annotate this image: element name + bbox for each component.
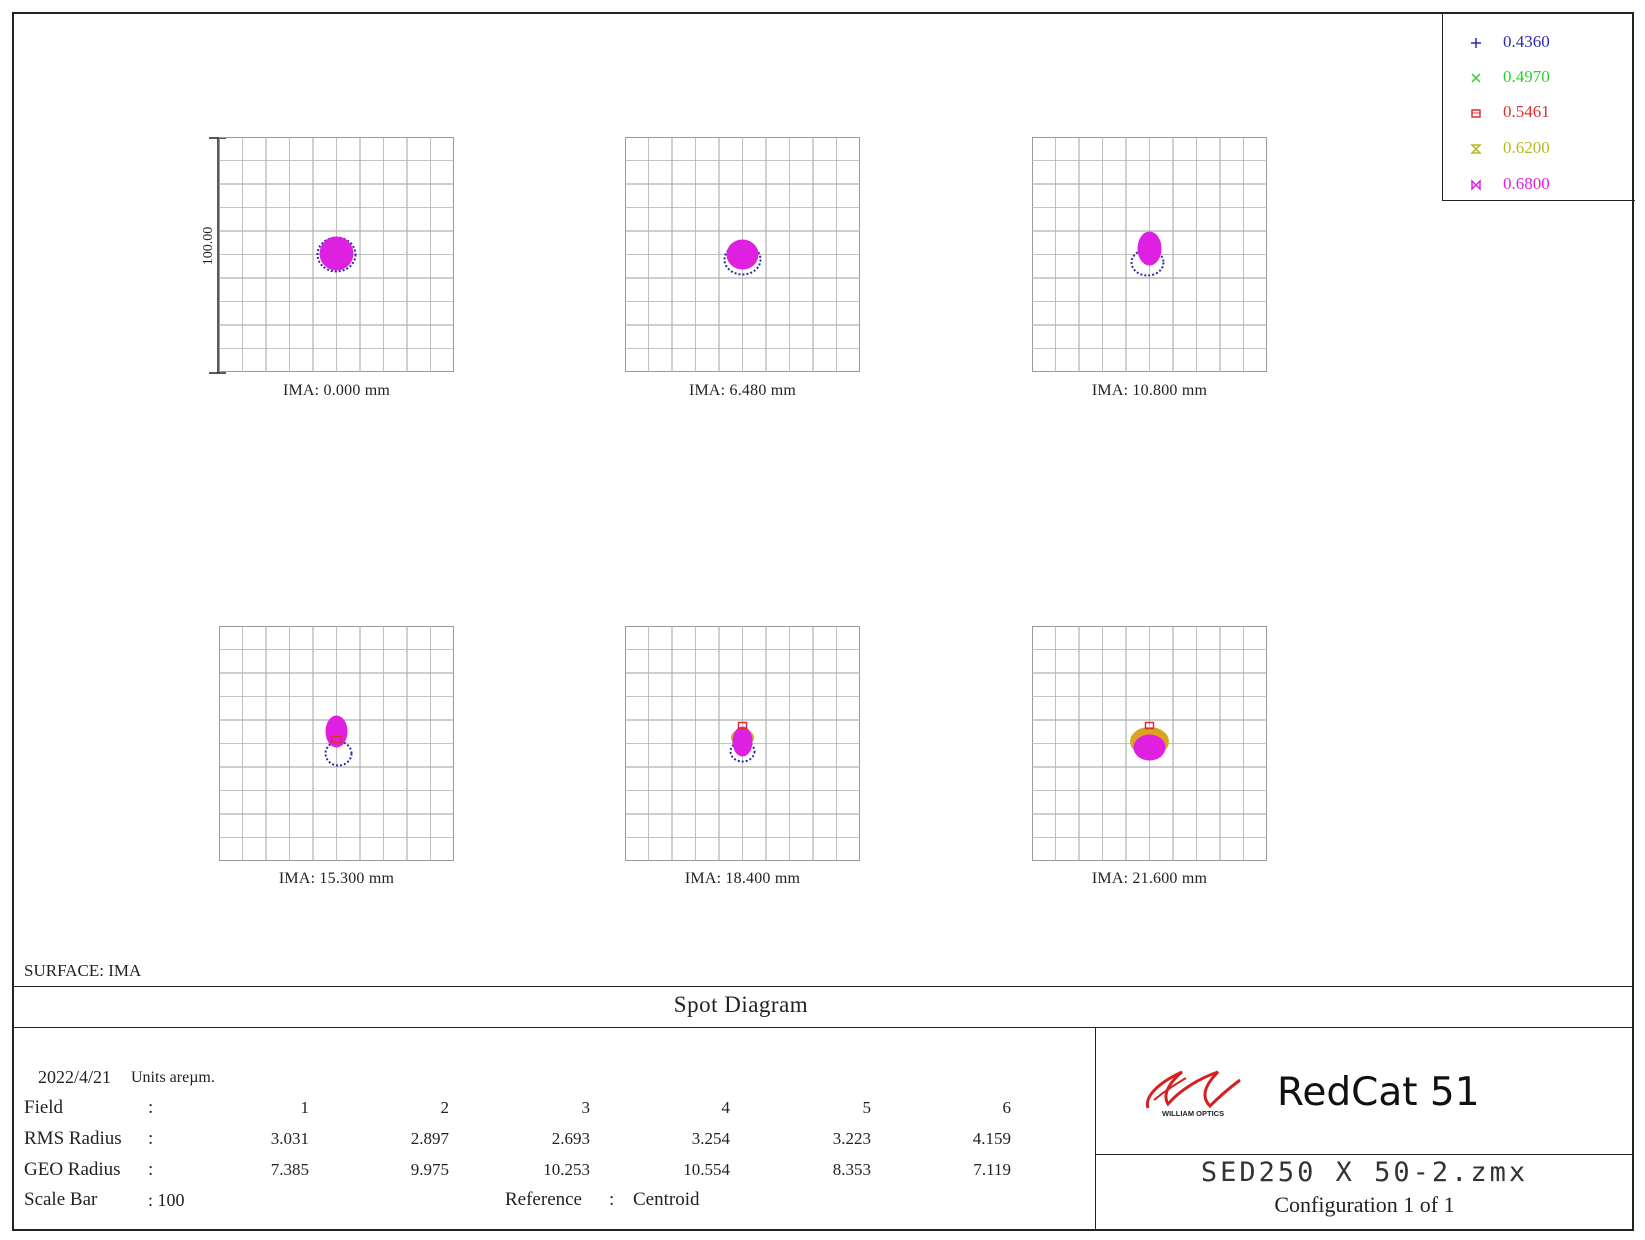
divider <box>1095 1154 1634 1155</box>
spot-panel-field-1 <box>219 137 454 372</box>
spot-plot <box>625 626 860 861</box>
spot-panel-field-5 <box>625 626 860 861</box>
field-value: 2 <box>440 1098 450 1117</box>
product-name: RedCat 51 <box>1277 1070 1480 1115</box>
units-text: Units areµm. <box>131 1069 215 1086</box>
colon: : <box>148 1159 154 1180</box>
divider <box>12 1027 1634 1028</box>
wavelength-legend: 0.4360 0.4970 0.5461 0.6200 0.6800 <box>1442 12 1635 201</box>
spot-panel-field-6 <box>1032 626 1267 861</box>
file-name: SED250 X 50-2.zmx <box>1200 1157 1529 1188</box>
spot-0.6800 <box>319 236 354 271</box>
divider <box>12 986 1634 987</box>
spot-0.5461 <box>1144 721 1155 730</box>
reference-label: Reference <box>505 1189 582 1210</box>
william-optics-logo: WILLIAM OPTICS <box>1145 1070 1241 1118</box>
rms-value: 2.897 <box>410 1129 449 1148</box>
scale-value: : 100 <box>148 1190 185 1210</box>
reference-value: Centroid <box>633 1189 700 1210</box>
spot-0.6800 <box>1133 734 1166 761</box>
spot-panel-field-2 <box>625 137 860 372</box>
surface-label: SURFACE: IMA <box>24 961 142 980</box>
rms-value: 3.223 <box>832 1129 871 1148</box>
field-value: 6 <box>1002 1098 1012 1117</box>
legend-value: 0.5461 <box>1503 102 1550 121</box>
field-row-label: Field <box>24 1097 64 1118</box>
geo-value: 8.353 <box>832 1160 871 1179</box>
legend-value: 0.6200 <box>1503 138 1550 157</box>
configuration-text: Configuration 1 of 1 <box>1274 1192 1455 1217</box>
divider <box>1095 1027 1096 1230</box>
scale-row-label: Scale Bar <box>24 1189 98 1210</box>
page-title: Spot Diagram <box>673 992 809 1017</box>
scale-bar-label: 100.00 <box>201 226 216 266</box>
field-value: 5 <box>862 1098 872 1117</box>
hourglass-marker-icon <box>1470 144 1482 154</box>
spot-plot <box>1032 626 1267 861</box>
spot-0.5461 <box>330 735 343 744</box>
spot-plot <box>219 137 454 372</box>
geo-row-label: GEO Radius <box>24 1159 121 1180</box>
field-value: 4 <box>721 1098 731 1117</box>
geo-value: 7.119 <box>973 1160 1011 1179</box>
panel-label: IMA: 10.800 mm <box>1091 382 1208 399</box>
plus-marker-icon <box>1471 38 1481 48</box>
field-value: 1 <box>300 1098 310 1117</box>
spot-0.4360 <box>729 740 756 763</box>
geo-value: 10.253 <box>543 1160 590 1179</box>
geo-value: 10.554 <box>683 1160 730 1179</box>
spot-plot <box>1032 137 1267 372</box>
spot-panel-field-4 <box>219 626 454 861</box>
bowtie-marker-icon <box>1471 179 1481 191</box>
spot-0.4360 <box>324 740 353 767</box>
rms-value: 3.031 <box>270 1129 309 1148</box>
spot-0.6800 <box>1137 231 1162 266</box>
panel-label: IMA: 15.300 mm <box>278 870 395 887</box>
panel-label: IMA: 18.400 mm <box>684 870 801 887</box>
rms-value: 2.693 <box>551 1129 590 1148</box>
colon: : <box>148 1097 154 1118</box>
legend-value: 0.4970 <box>1503 67 1550 86</box>
legend-value: 0.4360 <box>1503 32 1550 51</box>
logo-text: WILLIAM OPTICS <box>1162 1109 1224 1118</box>
square-marker-icon <box>1471 109 1481 118</box>
legend-item: 0.6200 <box>1443 138 1636 162</box>
spot-panel-field-3 <box>1032 137 1267 372</box>
rms-value: 3.254 <box>691 1129 730 1148</box>
colon: : <box>609 1189 615 1210</box>
x-marker-icon <box>1471 73 1481 83</box>
colon: : <box>148 1128 154 1149</box>
legend-item: 0.5461 <box>1443 102 1636 126</box>
panel-label: IMA: 21.600 mm <box>1091 870 1208 887</box>
legend-item: 0.4360 <box>1443 32 1636 56</box>
date-text: 2022/4/21 <box>38 1067 112 1087</box>
field-value: 3 <box>581 1098 591 1117</box>
spot-0.6800 <box>726 239 759 270</box>
panel-label: IMA: 0.000 mm <box>282 382 391 399</box>
page-frame <box>12 12 1634 1231</box>
geo-value: 7.385 <box>270 1160 309 1179</box>
geo-value: 9.975 <box>410 1160 449 1179</box>
panel-label: IMA: 6.480 mm <box>688 382 797 399</box>
scale-bar <box>209 137 226 374</box>
spot-0.6800 <box>732 726 753 757</box>
spot-plot <box>625 137 860 372</box>
legend-item: 0.6800 <box>1443 174 1636 198</box>
legend-value: 0.6800 <box>1503 174 1550 193</box>
spot-0.5461 <box>737 721 748 730</box>
rms-value: 4.159 <box>972 1129 1011 1148</box>
legend-item: 0.4970 <box>1443 67 1636 91</box>
rms-row-label: RMS Radius <box>24 1128 122 1149</box>
spot-plot <box>219 626 454 861</box>
